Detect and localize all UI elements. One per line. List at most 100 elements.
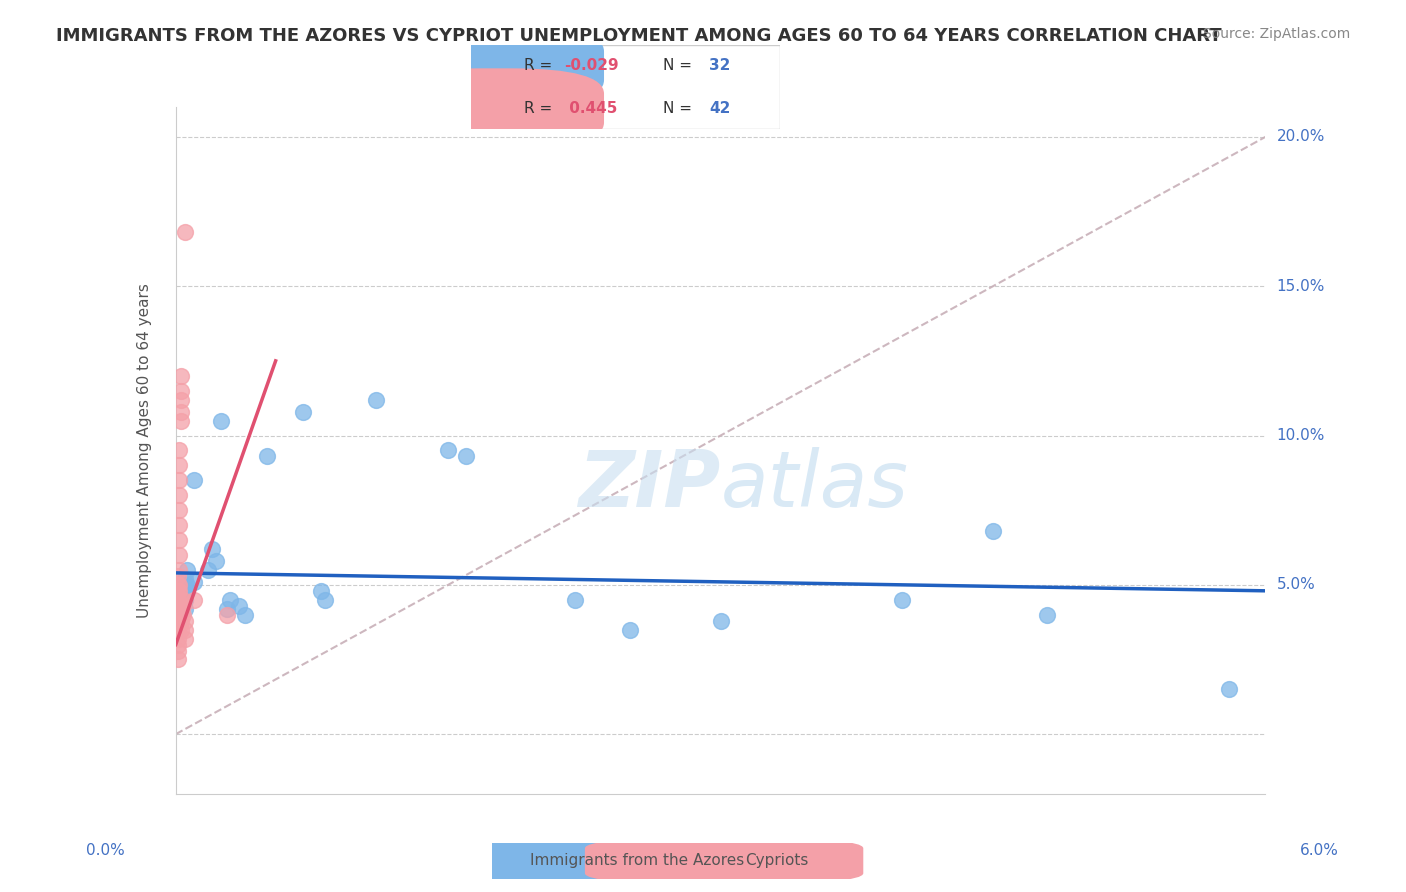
Text: N =: N = — [662, 58, 696, 73]
Point — [173, 578, 195, 592]
Text: Source: ZipAtlas.com: Source: ZipAtlas.com — [1202, 27, 1350, 41]
Point — [169, 473, 191, 487]
Point — [169, 458, 191, 473]
Point — [219, 592, 242, 607]
FancyBboxPatch shape — [388, 69, 605, 148]
Point — [173, 623, 195, 637]
Text: R =: R = — [523, 58, 557, 73]
Text: 10.0%: 10.0% — [1277, 428, 1324, 443]
Text: 6.0%: 6.0% — [1299, 843, 1339, 858]
Point — [166, 583, 188, 598]
Point — [166, 643, 188, 657]
Point — [172, 607, 194, 622]
Text: IMMIGRANTS FROM THE AZORES VS CYPRIOT UNEMPLOYMENT AMONG AGES 60 TO 64 YEARS COR: IMMIGRANTS FROM THE AZORES VS CYPRIOT UN… — [56, 27, 1222, 45]
Point — [176, 583, 198, 598]
Point — [981, 524, 1004, 538]
Text: -0.029: -0.029 — [564, 58, 619, 73]
Text: atlas: atlas — [721, 447, 908, 523]
Point — [166, 569, 188, 583]
Text: N =: N = — [662, 101, 696, 116]
Point — [170, 384, 193, 398]
Point — [166, 614, 188, 628]
Point — [170, 392, 193, 407]
Point — [364, 392, 387, 407]
FancyBboxPatch shape — [388, 26, 605, 105]
Text: R =: R = — [523, 101, 557, 116]
Point — [170, 404, 193, 418]
Text: 5.0%: 5.0% — [1277, 577, 1315, 592]
Point — [166, 632, 188, 646]
Point — [169, 583, 191, 598]
Point — [169, 533, 191, 547]
Point — [209, 414, 232, 428]
Point — [170, 623, 193, 637]
Point — [176, 578, 198, 592]
Point — [169, 518, 191, 533]
Point — [256, 450, 278, 464]
Point — [166, 623, 188, 637]
Text: 20.0%: 20.0% — [1277, 129, 1324, 145]
Point — [309, 583, 332, 598]
Point — [169, 443, 191, 458]
Point — [169, 548, 191, 562]
Point — [166, 578, 188, 592]
Point — [166, 607, 188, 622]
Point — [170, 414, 193, 428]
Point — [166, 638, 188, 652]
Point — [314, 592, 336, 607]
Point — [169, 563, 191, 577]
Point — [166, 592, 188, 607]
Text: 0.445: 0.445 — [564, 101, 617, 116]
Point — [204, 554, 226, 568]
Point — [170, 601, 193, 615]
Point — [1036, 607, 1059, 622]
Point — [710, 614, 733, 628]
Point — [197, 563, 219, 577]
FancyBboxPatch shape — [585, 838, 863, 884]
Point — [170, 592, 193, 607]
Text: Immigrants from the Azores: Immigrants from the Azores — [530, 854, 744, 868]
Y-axis label: Unemployment Among Ages 60 to 64 years: Unemployment Among Ages 60 to 64 years — [138, 283, 152, 618]
Text: 15.0%: 15.0% — [1277, 278, 1324, 293]
Point — [173, 572, 195, 586]
Point — [172, 599, 194, 613]
Point — [183, 574, 205, 589]
Point — [170, 607, 193, 622]
Point — [176, 563, 198, 577]
Text: Cypriots: Cypriots — [745, 854, 808, 868]
Text: 42: 42 — [709, 101, 731, 116]
Text: 0.0%: 0.0% — [86, 843, 125, 858]
Text: ZIP: ZIP — [578, 447, 721, 523]
Point — [564, 592, 586, 607]
Point — [437, 443, 460, 458]
Point — [173, 226, 195, 240]
Point — [201, 541, 224, 556]
FancyBboxPatch shape — [471, 45, 780, 129]
Point — [170, 614, 193, 628]
Point — [215, 607, 238, 622]
Point — [215, 601, 238, 615]
Point — [183, 473, 205, 487]
Point — [169, 578, 191, 592]
Point — [166, 599, 188, 613]
Point — [173, 583, 195, 598]
Point — [233, 607, 256, 622]
Point — [170, 368, 193, 383]
Point — [166, 652, 188, 666]
Point — [183, 592, 205, 607]
Point — [456, 450, 478, 464]
Point — [291, 404, 314, 418]
Point — [228, 599, 250, 613]
Point — [173, 614, 195, 628]
Point — [173, 632, 195, 646]
Point — [891, 592, 914, 607]
Point — [1218, 682, 1240, 697]
Point — [172, 592, 194, 607]
Point — [173, 592, 195, 607]
Point — [173, 601, 195, 615]
Point — [619, 623, 641, 637]
FancyBboxPatch shape — [370, 838, 648, 884]
Text: 32: 32 — [709, 58, 731, 73]
Point — [169, 503, 191, 517]
Point — [169, 488, 191, 502]
